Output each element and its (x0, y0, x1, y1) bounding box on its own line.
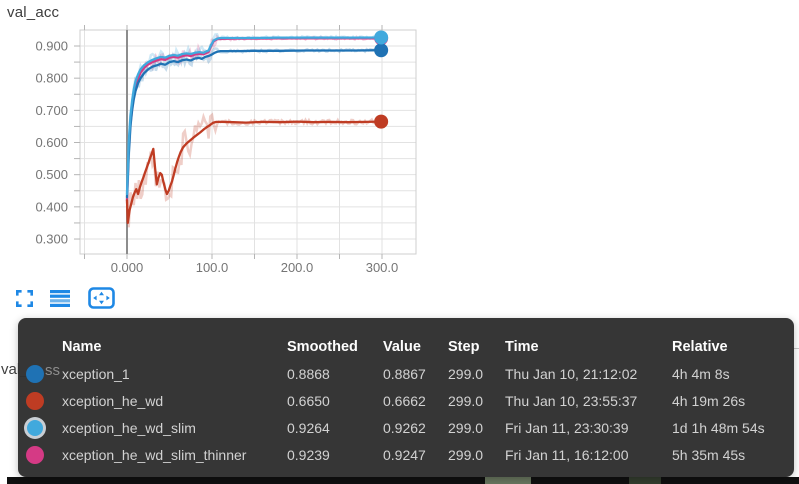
swatch-cell (18, 387, 62, 414)
cell-time: Thu Jan 10, 21:12:02 (505, 365, 638, 382)
cell-name: xception_he_wd_slim (62, 419, 196, 436)
cell-step: 299.0 (448, 392, 484, 409)
tooltip-header-row: Name Smoothed Value Step Time Relative (18, 334, 794, 360)
run-color-swatch (26, 445, 44, 464)
cell-smoothed: 0.9239 (287, 446, 330, 463)
bottom-strip-segment (629, 477, 661, 484)
cell-name: xception_he_wd_slim_thinner (62, 446, 247, 463)
bottom-partial-window (7, 477, 799, 484)
column-header-name: Name (62, 339, 102, 355)
cell-time: Fri Jan 11, 16:12:00 (505, 446, 629, 463)
next-chart-border-sliver (793, 348, 799, 349)
run-color-swatch (26, 364, 44, 383)
cell-name: xception_1 (62, 365, 130, 382)
cell-relative: 4h 19m 26s (672, 392, 746, 409)
cell-time: Fri Jan 11, 23:30:39 (505, 419, 629, 436)
tooltip-row: xception_1 0.8868 0.8867 299.0 Thu Jan 10, 2… (18, 360, 794, 387)
cell-value: 0.9247 (383, 446, 426, 463)
tooltip-panel: Name Smoothed Value Step Time Relative xcepti… (18, 318, 794, 477)
svg-text:0.800: 0.800 (35, 71, 68, 86)
cell-name: xception_he_wd (62, 392, 164, 409)
svg-text:100.0: 100.0 (196, 260, 229, 275)
runs-selector-icon[interactable] (50, 290, 70, 307)
cell-relative: 1d 1h 48m 54s (672, 419, 765, 436)
svg-text:0.700: 0.700 (35, 103, 68, 118)
cell-value: 0.6662 (383, 392, 426, 409)
column-header-value: Value (383, 339, 421, 355)
val-acc-chart[interactable]: 0.900 0.800 0.700 0.600 0.500 0.400 0.300 0.000… (0, 0, 799, 300)
cell-value: 0.8867 (383, 365, 426, 382)
tooltip-row: xception_he_wd_slim_thinner 0.9239 0.9247 2… (18, 441, 794, 468)
chart-title: val_acc (7, 4, 60, 21)
fullscreen-icon[interactable] (16, 290, 33, 307)
cell-smoothed: 0.8868 (287, 365, 330, 382)
tooltip-row: xception_he_wd 0.6650 0.6662 299.0 Thu Jan 1… (18, 387, 794, 414)
svg-text:0.600: 0.600 (35, 135, 68, 150)
swatch-cell (18, 360, 62, 387)
svg-text:200.0: 200.0 (281, 260, 314, 275)
cell-smoothed: 0.6650 (287, 392, 330, 409)
svg-text:0.900: 0.900 (35, 39, 68, 54)
svg-text:0.400: 0.400 (35, 199, 68, 214)
cell-relative: 5h 35m 45s (672, 446, 746, 463)
cell-relative: 4h 4m 8s (672, 365, 730, 382)
bottom-strip-segment (485, 477, 531, 484)
run-color-swatch (26, 391, 44, 410)
cell-step: 299.0 (448, 419, 484, 436)
cell-smoothed: 0.9264 (287, 419, 330, 436)
svg-text:0.300: 0.300 (35, 232, 68, 247)
tooltip-row: xception_he_wd_slim 0.9264 0.9262 299.0 Fri … (18, 414, 794, 441)
cell-step: 299.0 (448, 365, 484, 382)
swatch-cell (18, 414, 62, 441)
column-header-smoothed: Smoothed (287, 339, 358, 355)
swatch-cell (18, 441, 62, 468)
next-chart-title-suffix: ss (45, 362, 60, 379)
column-header-relative: Relative (672, 339, 728, 355)
cell-value: 0.9262 (383, 419, 426, 436)
column-header-time: Time (505, 339, 539, 355)
fit-domain-icon[interactable] (88, 287, 115, 309)
svg-text:0.500: 0.500 (35, 167, 68, 182)
cell-time: Thu Jan 10, 23:55:37 (505, 392, 638, 409)
cell-step: 299.0 (448, 446, 484, 463)
svg-text:300.0: 300.0 (366, 260, 399, 275)
run-color-swatch (27, 419, 43, 436)
svg-text:0.000: 0.000 (111, 260, 144, 275)
column-header-step: Step (448, 339, 480, 355)
